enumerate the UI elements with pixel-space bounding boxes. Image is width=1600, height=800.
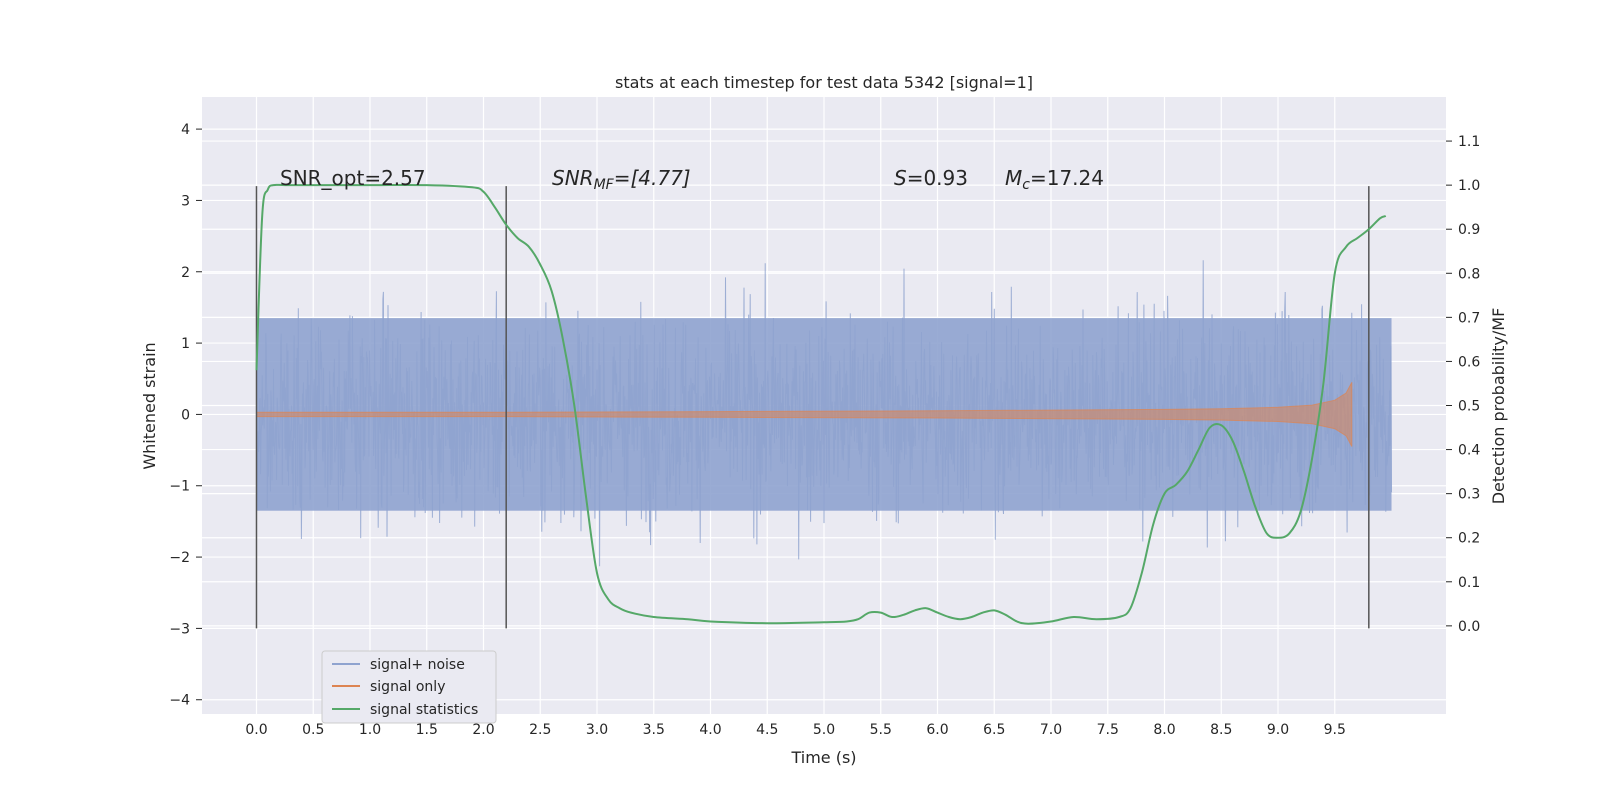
y-tick-label: −1 bbox=[169, 479, 190, 495]
x-tick-label: 5.0 bbox=[813, 722, 835, 738]
signal-only-line bbox=[256, 382, 1353, 447]
annotation-mc-sub: c bbox=[1022, 177, 1030, 193]
y-right-tick-label: 0.4 bbox=[1458, 443, 1480, 459]
y-tick-label: 4 bbox=[181, 122, 190, 138]
x-tick-label: 8.0 bbox=[1153, 722, 1175, 738]
y-right-tick-label: 0.9 bbox=[1458, 222, 1480, 238]
legend-label-signal-statistics: signal statistics bbox=[370, 702, 478, 718]
x-axis-ticks: 0.0 0.5 1.0 1.5 2.0 2.5 3.0 3.5 4.0 4.5 5.0 5.5 6.0 6… bbox=[245, 722, 1346, 738]
signal-statistics-series bbox=[255, 183, 1387, 625]
y-tick-label: −2 bbox=[169, 550, 190, 566]
annotation-snr-mf-label: SNR bbox=[552, 166, 594, 190]
annotation-mc-value: =17.24 bbox=[1030, 166, 1104, 190]
y-right-tick-label: 0.3 bbox=[1458, 487, 1480, 503]
annotation-mc-label: M bbox=[1005, 166, 1022, 190]
y-right-tick-label: 0.6 bbox=[1458, 354, 1480, 370]
x-tick-label: 8.5 bbox=[1210, 722, 1232, 738]
y-tick-label: 2 bbox=[181, 265, 190, 281]
x-tick-label: 2.0 bbox=[472, 722, 494, 738]
y-tick-label: 3 bbox=[181, 193, 190, 209]
x-tick-label: 7.0 bbox=[1040, 722, 1062, 738]
x-tick-label: 3.0 bbox=[586, 722, 608, 738]
annotation-s-label: S bbox=[894, 166, 907, 190]
x-tick-label: 5.5 bbox=[870, 722, 892, 738]
legend-label-signal-noise: signal+ noise bbox=[370, 657, 465, 673]
annotation-s-value: =0.93 bbox=[907, 166, 968, 190]
legend: signal+ noise signal only signal statist… bbox=[321, 650, 497, 724]
annotation-snr-mf-value: =[4.77] bbox=[614, 166, 691, 190]
x-tick-label: 3.5 bbox=[643, 722, 665, 738]
y-right-tick-label: 0.2 bbox=[1458, 531, 1480, 547]
y-right-tick-label: 1.0 bbox=[1458, 178, 1480, 194]
y-tick-label: 1 bbox=[181, 336, 190, 352]
y-right-tick-label: 0.7 bbox=[1458, 310, 1480, 326]
x-tick-label: 1.5 bbox=[416, 722, 438, 738]
y-right-axis-ticks: 1.1 1.0 0.9 0.8 0.7 0.6 0.5 0.4 0.3 0.2 0.1 0.0 bbox=[1446, 134, 1480, 635]
x-tick-label: 9.0 bbox=[1267, 722, 1289, 738]
x-tick-label: 4.0 bbox=[699, 722, 721, 738]
y-tick-label: 0 bbox=[181, 407, 190, 423]
legend-label-signal-only: signal only bbox=[370, 679, 445, 695]
window-markers bbox=[255, 186, 1370, 629]
signal-statistics-line bbox=[255, 183, 1387, 625]
annotation-snr-mf: SNRMF=[4.77] bbox=[552, 166, 691, 193]
annotation-mc: Mc=17.24 bbox=[1005, 166, 1104, 193]
x-axis-label: Time (s) bbox=[790, 748, 856, 767]
signal-only-series bbox=[256, 382, 1353, 447]
x-tick-label: 4.5 bbox=[756, 722, 778, 738]
annotation-snr-mf-sub: MF bbox=[594, 177, 615, 193]
y-right-axis-label: Detection probability/MF bbox=[1489, 308, 1508, 505]
x-tick-label: 6.5 bbox=[983, 722, 1005, 738]
y-tick-label: −4 bbox=[169, 693, 190, 709]
y-right-tick-label: 0.8 bbox=[1458, 266, 1480, 282]
y-right-tick-label: 0.5 bbox=[1458, 399, 1480, 415]
x-tick-label: 1.0 bbox=[359, 722, 381, 738]
x-tick-label: 9.5 bbox=[1324, 722, 1346, 738]
chart-title: stats at each timestep for test data 534… bbox=[615, 73, 1033, 92]
x-tick-label: 6.0 bbox=[926, 722, 948, 738]
x-tick-label: 0.5 bbox=[302, 722, 324, 738]
annotation-s: S=0.93 bbox=[894, 166, 968, 190]
y-right-tick-label: 1.1 bbox=[1458, 134, 1480, 150]
y-right-tick-label: 0.0 bbox=[1458, 619, 1480, 635]
y-right-tick-label: 0.1 bbox=[1458, 575, 1480, 591]
x-tick-label: 2.5 bbox=[529, 722, 551, 738]
legend-box bbox=[321, 650, 497, 724]
x-tick-label: 0.0 bbox=[245, 722, 267, 738]
x-tick-label: 7.5 bbox=[1097, 722, 1119, 738]
y-tick-label: −3 bbox=[169, 621, 190, 637]
y-axis-ticks: 4 3 2 1 0 −1 −2 −3 −4 bbox=[169, 122, 202, 709]
y-axis-label: Whitened strain bbox=[140, 342, 159, 469]
annotation-snr-opt: SNR_opt=2.57 bbox=[280, 166, 426, 190]
